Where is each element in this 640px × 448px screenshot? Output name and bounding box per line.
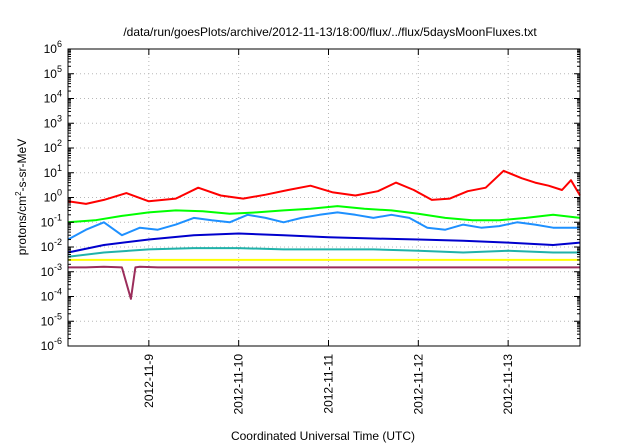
- y-tick-exp: 6: [57, 39, 62, 49]
- y-tick-base: 10: [44, 67, 58, 81]
- series-line-3: [67, 211, 580, 241]
- y-axis-label-sup: 2: [14, 191, 23, 196]
- y-tick-base: 10: [44, 141, 58, 155]
- y-tick-exp: 2: [57, 138, 62, 148]
- x-axis: 2012-11-9 2012-11-10 2012-11-11 2012-11-12 2…: [142, 49, 515, 415]
- y-tick-label: 10-2: [41, 237, 62, 254]
- y-tick-base: 10: [44, 166, 58, 180]
- y-tick-exp: -4: [54, 287, 62, 297]
- y-tick-exp: -2: [54, 237, 62, 247]
- y-tick-base: 10: [41, 215, 55, 229]
- y-tick-label: 106: [44, 39, 62, 56]
- y-tick-exp: -3: [54, 262, 62, 272]
- series-group: [67, 169, 581, 300]
- series-line-2: [67, 205, 581, 224]
- y-tick-exp: -1: [54, 212, 62, 222]
- chart-title: /data/run/goesPlots/archive/2012-11-13/1…: [123, 25, 537, 39]
- y-tick-base: 10: [41, 314, 55, 328]
- y-tick-base: 10: [44, 116, 58, 130]
- series-line-7: [68, 265, 580, 300]
- x-tick-label: 2012-11-10: [232, 354, 246, 415]
- y-tick-label: 10-3: [41, 262, 62, 279]
- y-tick-exp: -6: [54, 336, 62, 346]
- y-tick-label: 101: [44, 163, 62, 180]
- series-line-4: [67, 232, 581, 254]
- y-tick-exp: 1: [57, 163, 62, 173]
- y-tick-base: 10: [41, 240, 55, 254]
- y-axis: 10-610-510-410-310-210-11001011021031041…: [41, 39, 580, 353]
- y-axis-label: protons/cm2-s-sr-MeV: [14, 139, 29, 255]
- y-tick-label: 103: [44, 113, 62, 130]
- y-tick-base: 10: [44, 42, 58, 56]
- y-axis-label-main: protons/cm: [15, 196, 29, 255]
- y-tick-base: 10: [44, 191, 58, 205]
- y-tick-exp: 0: [57, 188, 62, 198]
- y-tick-base: 10: [41, 265, 55, 279]
- y-tick-label: 102: [44, 138, 62, 155]
- x-axis-label: Coordinated Universal Time (UTC): [231, 429, 415, 443]
- y-tick-base: 10: [44, 92, 58, 106]
- y-tick-label: 105: [44, 64, 62, 81]
- y-tick-label: 10-4: [41, 287, 62, 304]
- y-tick-label: 104: [44, 89, 62, 106]
- y-tick-label: 10-5: [41, 311, 62, 328]
- y-tick-exp: 3: [57, 113, 62, 123]
- y-tick-base: 10: [41, 290, 55, 304]
- y-tick-label: 10-1: [41, 212, 62, 229]
- x-tick-label: 2012-11-11: [321, 354, 335, 414]
- y-tick-label: 10-6: [41, 336, 62, 353]
- grid: [68, 49, 580, 346]
- y-tick-exp: 5: [57, 64, 62, 74]
- y-axis-label-rest: -s-sr-MeV: [15, 139, 29, 192]
- series-line-1: [67, 169, 581, 205]
- x-tick-label: 2012-11-12: [411, 354, 425, 415]
- x-tick-label: 2012-11-9: [142, 354, 156, 408]
- y-tick-base: 10: [41, 339, 55, 353]
- y-tick-exp: 4: [57, 89, 62, 99]
- series-line-5: [67, 247, 580, 258]
- x-tick-label: 2012-11-13: [501, 354, 515, 415]
- y-tick-exp: -5: [54, 311, 62, 321]
- y-tick-label: 100: [44, 188, 62, 205]
